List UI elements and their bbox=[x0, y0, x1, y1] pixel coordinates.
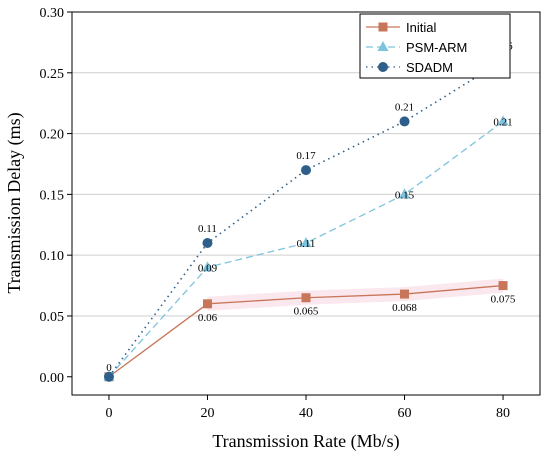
legend-label: PSM-ARM bbox=[406, 40, 467, 55]
series-line-sdadm bbox=[108, 59, 504, 378]
series-lines bbox=[103, 55, 509, 382]
y-tick-label: 0.30 bbox=[40, 6, 65, 21]
data-label-initial: 0.065 bbox=[294, 306, 319, 318]
data-point-psm-arm bbox=[201, 261, 213, 272]
data-label-psm-arm: 0.21 bbox=[493, 116, 512, 128]
data-label-psm-arm: 0.15 bbox=[395, 189, 415, 201]
x-tick-label: 60 bbox=[398, 406, 412, 421]
data-label-psm-arm: 0.11 bbox=[297, 238, 316, 250]
data-label-initial: 0.068 bbox=[392, 302, 417, 314]
gridlines bbox=[72, 72, 540, 317]
data-point-psm-arm bbox=[399, 188, 411, 199]
legend-marker-circle bbox=[378, 62, 388, 72]
y-tick-label: 0.25 bbox=[40, 67, 65, 82]
data-label-psm-arm: 0.09 bbox=[198, 262, 218, 274]
data-label-initial: 0.06 bbox=[198, 312, 218, 324]
data-label-initial: 0.075 bbox=[491, 294, 516, 306]
legend-label: SDADM bbox=[406, 60, 453, 75]
y-tick-label: 0.20 bbox=[40, 128, 65, 143]
x-tick-label: 0 bbox=[105, 406, 112, 421]
data-point-initial bbox=[498, 281, 508, 291]
y-tick-label: 0.15 bbox=[40, 188, 65, 203]
legend-marker-triangle bbox=[377, 41, 389, 51]
legend-marker-square bbox=[378, 22, 388, 32]
y-axis-title: Transmission Delay (ms) bbox=[4, 112, 25, 293]
initial-shaded-band bbox=[207, 278, 504, 311]
data-point-initial bbox=[301, 293, 311, 303]
initial-band bbox=[207, 278, 504, 311]
x-tick-label: 20 bbox=[200, 406, 214, 421]
x-axis-title: Transmission Rate (Mb/s) bbox=[212, 431, 399, 452]
y-tick-label: 0.05 bbox=[40, 310, 65, 325]
data-label-sdadm: 0.21 bbox=[395, 101, 414, 113]
x-tick-label: 40 bbox=[299, 406, 313, 421]
legend-label: Initial bbox=[406, 20, 436, 35]
data-label-sdadm: 0.17 bbox=[296, 150, 316, 162]
data-point-sdadm bbox=[399, 116, 410, 127]
data-label-sdadm: 0 bbox=[106, 362, 112, 374]
data-labels: 0.06 0.065 0.068 0.075 0.09 0.11 0.15 0.21 0 0.11… bbox=[106, 41, 516, 374]
data-point-initial bbox=[400, 289, 410, 299]
axes: 0.00 0.05 0.10 0.15 0.20 0.25 0.30 0 20 40 60 80 bbox=[40, 6, 511, 421]
data-point-psm-arm bbox=[300, 237, 312, 248]
data-point-psm-arm bbox=[497, 115, 509, 126]
legend: Initial PSM-ARM SDADM bbox=[359, 13, 511, 79]
y-tick-label: 0.00 bbox=[40, 371, 65, 386]
y-tick-label: 0.10 bbox=[40, 249, 65, 264]
data-point-sdadm bbox=[202, 238, 213, 249]
data-point-sdadm bbox=[301, 165, 311, 176]
data-point-sdadm bbox=[103, 371, 114, 382]
x-tick-label: 80 bbox=[496, 406, 510, 421]
data-label-sdadm: 0.11 bbox=[198, 223, 217, 235]
data-point-initial bbox=[202, 299, 212, 309]
